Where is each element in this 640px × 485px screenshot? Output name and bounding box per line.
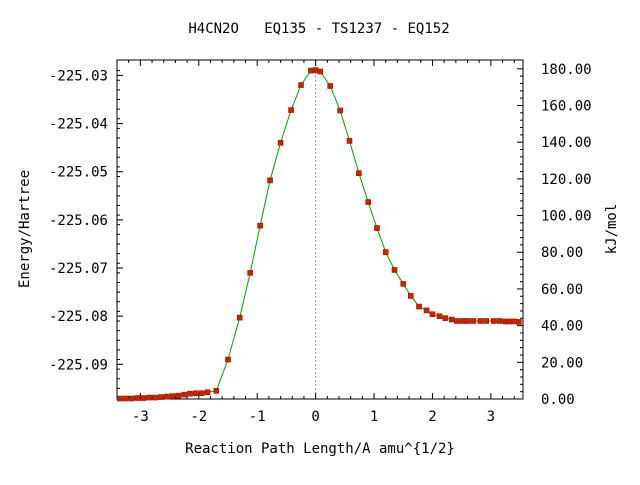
y2-tick-label: 80.00 — [541, 245, 583, 261]
data-point — [477, 318, 484, 324]
data-point — [247, 270, 253, 276]
x-tick-label: 3 — [487, 409, 495, 425]
data-point — [483, 318, 490, 324]
data-point — [464, 318, 471, 324]
data-point — [429, 311, 436, 318]
y2-tick-label: 40.00 — [541, 319, 583, 335]
data-point — [496, 318, 503, 324]
data-point — [193, 390, 199, 397]
y-axis-label: Energy/Hartree — [17, 170, 33, 288]
data-point — [277, 140, 284, 146]
y2-tick-label: 120.00 — [541, 172, 592, 188]
y-tick-label: -225.05 — [49, 165, 108, 181]
x-tick-label: -3 — [132, 409, 149, 425]
data-point — [175, 392, 182, 399]
data-point — [158, 394, 164, 400]
data-point — [470, 318, 477, 324]
data-point — [448, 316, 455, 323]
data-point — [117, 395, 123, 402]
data-point — [436, 313, 443, 319]
data-point — [298, 82, 304, 88]
data-point — [400, 281, 407, 287]
y-tick-label: -225.09 — [49, 357, 108, 373]
data-point — [416, 303, 422, 310]
x-tick-label: 2 — [428, 409, 436, 425]
y2-tick-label: 60.00 — [541, 282, 583, 298]
data-point — [317, 68, 324, 75]
y-tick-label: -225.07 — [49, 261, 108, 277]
data-point — [312, 67, 319, 73]
data-point — [506, 318, 513, 325]
x-tick-label: 1 — [370, 409, 378, 425]
x-tick-label: -1 — [249, 409, 266, 425]
data-point — [187, 390, 193, 397]
data-point — [169, 393, 176, 399]
data-point — [288, 107, 294, 113]
data-point — [134, 395, 141, 401]
y2-tick-label: 20.00 — [541, 355, 583, 371]
data-point — [516, 319, 522, 325]
data-point — [146, 394, 152, 401]
y2-tick-label: 100.00 — [541, 209, 592, 225]
data-point — [122, 395, 129, 402]
data-point — [236, 314, 243, 321]
data-point — [204, 389, 211, 396]
y2-axis-label: kJ/mol — [604, 204, 620, 255]
plot-frame — [116, 59, 524, 400]
data-point — [267, 177, 273, 184]
data-point — [128, 395, 135, 402]
data-point — [391, 267, 398, 273]
data-point — [490, 318, 497, 324]
data-point — [225, 356, 231, 363]
chart-title: H4CN2O EQ135 - TS1237 - EQ152 — [188, 21, 449, 37]
data-point — [423, 307, 430, 314]
data-point — [356, 170, 362, 176]
data-point — [511, 318, 518, 325]
data-point — [454, 318, 460, 324]
y-tick-label: -225.04 — [49, 117, 108, 133]
data-point — [442, 315, 449, 321]
data-point — [408, 293, 414, 299]
data-point — [140, 395, 147, 401]
x-tick-label: 0 — [311, 409, 319, 425]
series-line — [119, 69, 519, 400]
data-point — [213, 388, 220, 394]
data-point — [346, 138, 353, 144]
y2-tick-label: 160.00 — [541, 98, 592, 114]
y-tick-label: -225.08 — [49, 309, 108, 325]
y2-tick-label: 140.00 — [541, 135, 592, 151]
data-point — [257, 222, 263, 229]
data-point — [308, 67, 314, 74]
data-point — [374, 225, 380, 231]
data-point — [382, 249, 389, 255]
data-point — [365, 199, 371, 205]
data-point — [327, 83, 334, 89]
data-point — [163, 393, 170, 400]
data-point — [460, 318, 466, 324]
y2-tick-label: 180.00 — [541, 62, 592, 78]
y2-tick-label: 0.00 — [541, 392, 575, 408]
data-point — [152, 394, 158, 401]
y-tick-label: -225.06 — [49, 213, 108, 229]
y-tick-label: -225.03 — [49, 68, 108, 84]
data-point — [181, 391, 187, 398]
x-tick-label: -2 — [190, 409, 207, 425]
data-point — [337, 107, 343, 114]
x-axis-label: Reaction Path Length/A amu^{1/2} — [185, 441, 455, 457]
data-point — [198, 390, 205, 397]
